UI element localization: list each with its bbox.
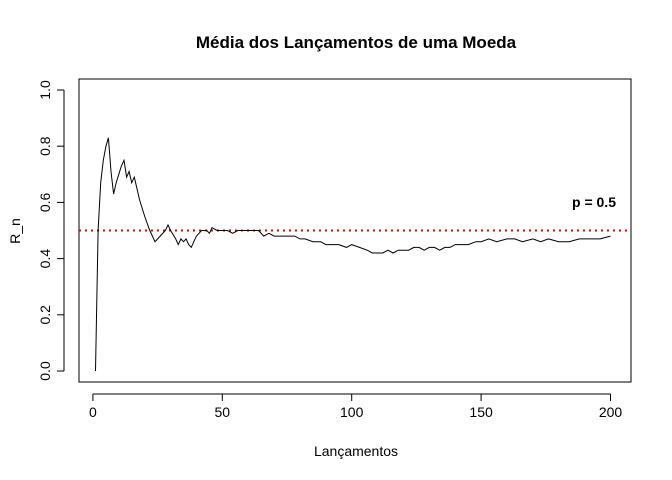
- y-axis: 0.0 0.2 0.4 0.6 0.8 1.0: [37, 80, 65, 381]
- y-tick-label: 0.2: [37, 305, 53, 325]
- y-tick-label: 0.6: [37, 192, 53, 212]
- chart-title: Média dos Lançamentos de uma Moeda: [196, 33, 517, 52]
- x-axis-title: Lançamentos: [314, 443, 398, 459]
- x-tick-label: 100: [340, 404, 364, 420]
- y-tick-label: 0.0: [37, 361, 53, 381]
- x-tick-label: 200: [599, 404, 623, 420]
- reference-line-label: p = 0.5: [572, 194, 616, 210]
- y-tick-label: 0.4: [37, 249, 53, 269]
- series-line: [95, 137, 611, 372]
- y-tick-label: 0.8: [37, 136, 53, 156]
- x-tick-label: 50: [215, 404, 231, 420]
- y-axis-title: R_n: [7, 218, 23, 244]
- x-tick-label: 150: [469, 404, 493, 420]
- x-tick-label: 0: [89, 404, 97, 420]
- y-tick-label: 1.0: [37, 80, 53, 100]
- x-axis: 0 50 100 150 200: [89, 393, 623, 420]
